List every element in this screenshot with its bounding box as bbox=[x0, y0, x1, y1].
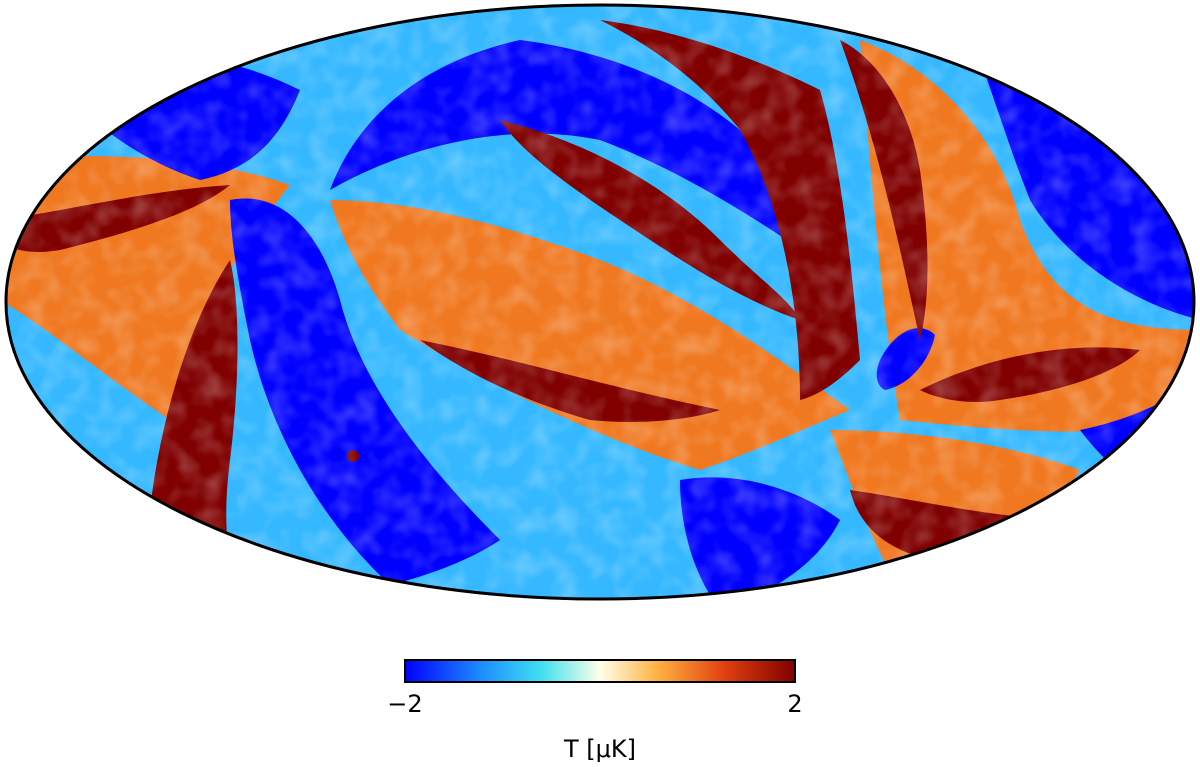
colorbar-tick-min: −2 bbox=[387, 690, 422, 718]
map-texture bbox=[6, 5, 1194, 599]
colorbar-tick-max: 2 bbox=[787, 690, 802, 718]
colorbar: −2 2 T [μK] bbox=[387, 659, 803, 763]
colorbar-label: T [μK] bbox=[563, 735, 636, 763]
colorbar-bar bbox=[404, 659, 796, 683]
map-outline bbox=[4, 3, 1196, 601]
